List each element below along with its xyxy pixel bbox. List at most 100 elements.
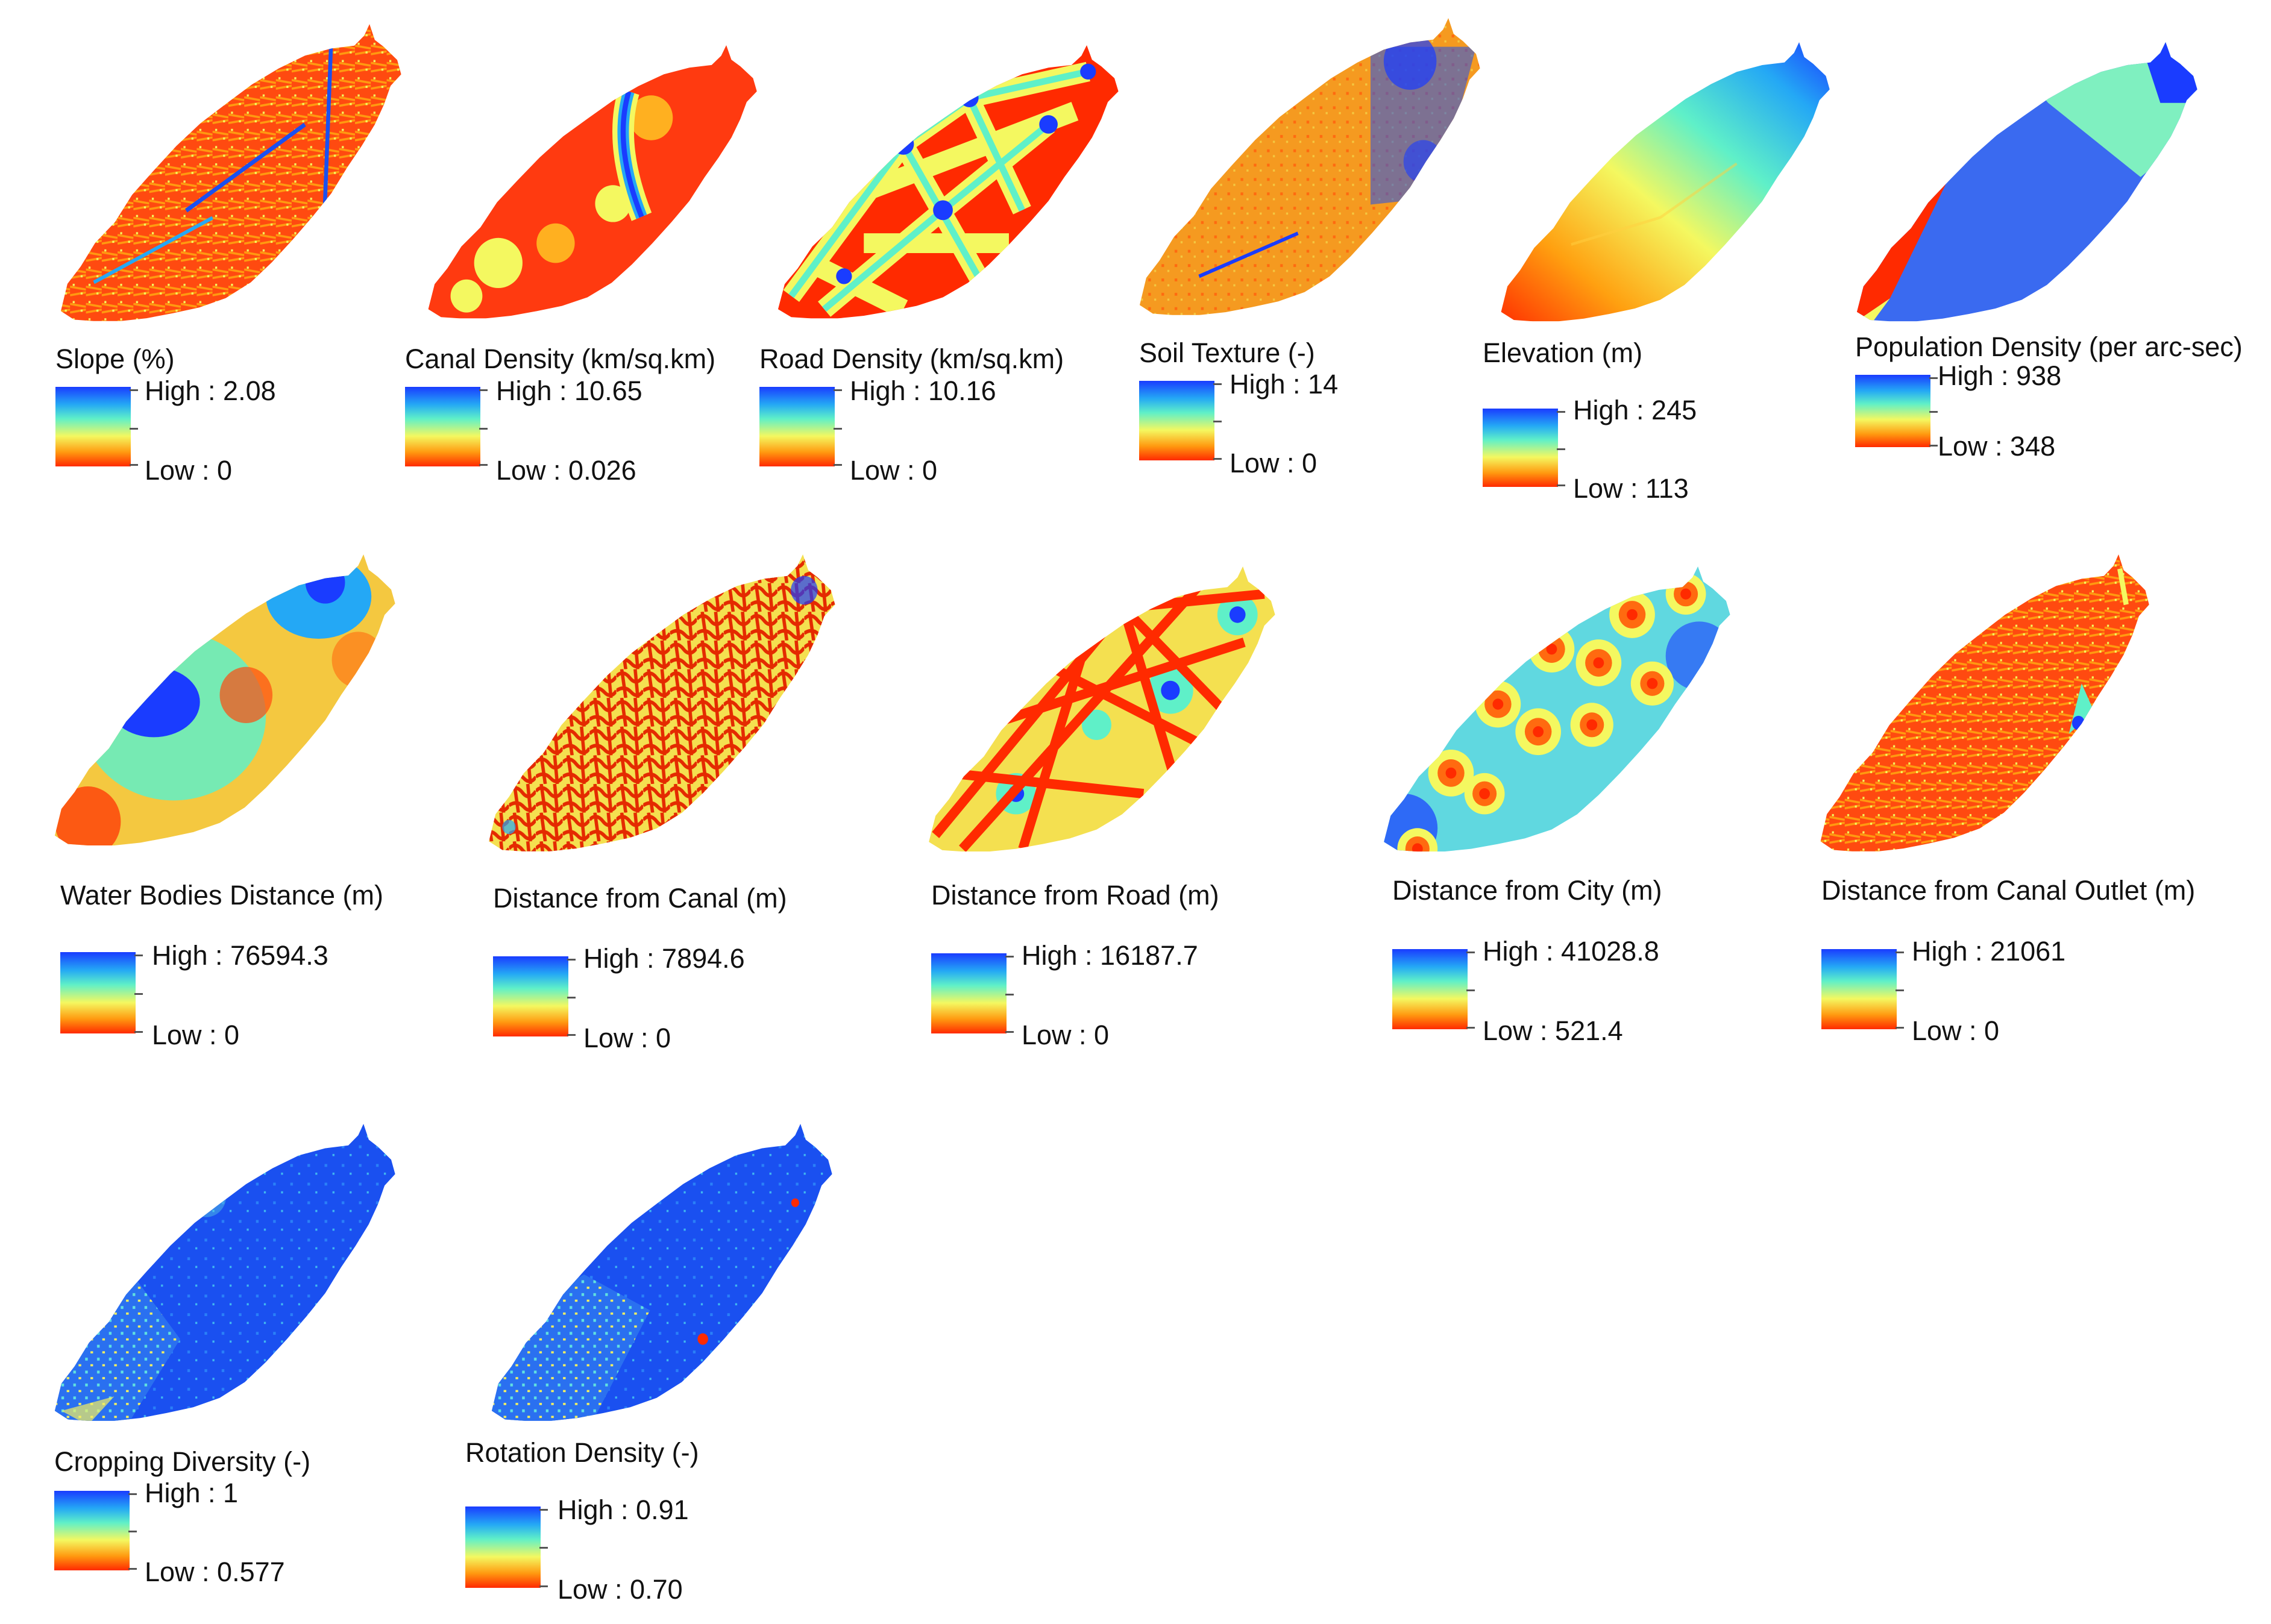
legend-tick <box>134 1031 143 1033</box>
legend-tick <box>834 464 842 466</box>
legend-tick <box>134 993 143 995</box>
map-title: Elevation (m) <box>1483 337 1643 368</box>
legend-low-label: Low : 0 <box>850 455 938 486</box>
legend-high-label: High : 245 <box>1573 395 1697 425</box>
legend-low-label: Low : 0 <box>1022 1020 1110 1050</box>
legend-color-ramp <box>493 956 568 1036</box>
map-title: Population Density (per arc-sec) <box>1855 331 2243 362</box>
legend-tick <box>479 389 488 391</box>
legend-tick <box>1557 448 1565 450</box>
legend-high-label: High : 938 <box>1938 360 2062 391</box>
legend-tick <box>1466 1027 1475 1029</box>
legend-color-ramp <box>55 387 131 466</box>
legend-color-ramp <box>1139 381 1214 460</box>
legend-tick <box>539 1585 548 1587</box>
legend-tick <box>1929 377 1938 379</box>
legend-color-ramp <box>1855 375 1930 447</box>
legend-high-label: High : 16187.7 <box>1022 940 1198 971</box>
map-elevation <box>1501 42 1830 322</box>
legend-tick <box>479 428 488 430</box>
map-title: Distance from Canal (m) <box>493 883 787 914</box>
legend-tick <box>834 428 842 430</box>
legend-low-label: Low : 113 <box>1573 473 1689 504</box>
legend-tick <box>834 389 842 391</box>
map-cropping-diversity <box>54 1124 395 1421</box>
map-title: Slope (%) <box>55 343 175 374</box>
map-title: Distance from City (m) <box>1392 875 1662 906</box>
legend-low-label: Low : 0.026 <box>496 455 636 486</box>
legend-color-ramp <box>1392 949 1468 1029</box>
map-title: Road Density (km/sq.km) <box>759 343 1064 374</box>
legend-tick <box>128 1531 137 1532</box>
map-soil-texture <box>1139 18 1480 315</box>
map-title: Distance from Canal Outlet (m) <box>1821 875 2196 906</box>
map-canal-density <box>428 45 757 319</box>
legend-tick <box>539 1547 548 1549</box>
map-population-density <box>1856 42 2197 322</box>
legend-high-label: High : 41028.8 <box>1483 936 1659 967</box>
legend-color-ramp <box>1821 949 1897 1029</box>
legend-high-label: High : 21061 <box>1912 936 2066 967</box>
legend-tick <box>1213 383 1222 385</box>
map-title: Canal Density (km/sq.km) <box>405 343 716 374</box>
legend-tick <box>1896 1027 1904 1029</box>
legend-high-label: High : 0.91 <box>558 1494 689 1525</box>
map-title: Rotation Density (-) <box>465 1437 699 1468</box>
map-road-density <box>777 45 1119 319</box>
map-distance-from-canal-outlet <box>1820 554 2149 851</box>
legend-tick <box>1213 458 1222 460</box>
legend-low-label: Low : 348 <box>1938 431 2056 462</box>
map-water-bodies-distance <box>54 554 395 845</box>
legend-color-ramp <box>931 953 1007 1033</box>
legend-high-label: High : 10.65 <box>496 375 642 406</box>
map-title: Soil Texture (-) <box>1139 337 1315 368</box>
map-distance-from-city <box>1384 566 1730 852</box>
map-title: Distance from Road (m) <box>931 880 1219 911</box>
legend-color-ramp <box>1483 409 1558 487</box>
legend-tick <box>130 464 138 466</box>
legend-tick <box>1896 952 1904 953</box>
legend-tick <box>1466 989 1475 991</box>
legend-tick <box>128 1568 137 1570</box>
legend-high-label: High : 1 <box>145 1478 239 1508</box>
legend-tick <box>1929 445 1938 447</box>
legend-high-label: High : 14 <box>1230 369 1339 400</box>
legend-tick <box>1005 994 1014 995</box>
legend-high-label: High : 7894.6 <box>583 943 745 974</box>
legend-low-label: Low : 0 <box>1912 1015 2000 1046</box>
legend-high-label: High : 76594.3 <box>152 940 328 971</box>
legend-low-label: Low : 0.70 <box>558 1574 683 1605</box>
legend-tick <box>539 1509 548 1511</box>
legend-tick <box>567 959 576 961</box>
legend-low-label: Low : 0 <box>1230 448 1318 478</box>
map-rotation-density <box>491 1124 832 1421</box>
legend-color-ramp <box>60 952 136 1033</box>
map-slope <box>60 24 401 321</box>
legend-color-ramp <box>54 1491 130 1570</box>
legend-tick <box>1005 1031 1014 1033</box>
map-distance-from-canal <box>489 554 835 851</box>
legend-tick <box>1557 484 1565 486</box>
legend-tick <box>134 955 143 956</box>
legend-tick <box>1213 421 1222 422</box>
legend-low-label: Low : 521.4 <box>1483 1015 1623 1046</box>
legend-tick <box>567 997 576 999</box>
legend-tick <box>1929 411 1938 413</box>
legend-low-label: Low : 0 <box>145 455 233 486</box>
legend-color-ramp <box>465 1506 541 1588</box>
legend-tick <box>1896 989 1904 991</box>
map-title: Water Bodies Distance (m) <box>60 880 383 911</box>
legend-tick <box>128 1493 137 1495</box>
legend-tick <box>130 428 138 430</box>
legend-low-label: Low : 0.577 <box>145 1557 285 1587</box>
legend-tick <box>567 1034 576 1036</box>
map-distance-from-road <box>929 566 1275 852</box>
legend-tick <box>1557 411 1565 413</box>
legend-low-label: Low : 0 <box>583 1023 671 1053</box>
map-title: Cropping Diversity (-) <box>54 1446 311 1477</box>
legend-tick <box>479 464 488 466</box>
legend-tick <box>1466 952 1475 953</box>
legend-color-ramp <box>405 387 480 466</box>
legend-high-label: High : 10.16 <box>850 375 996 406</box>
legend-low-label: Low : 0 <box>152 1020 240 1050</box>
